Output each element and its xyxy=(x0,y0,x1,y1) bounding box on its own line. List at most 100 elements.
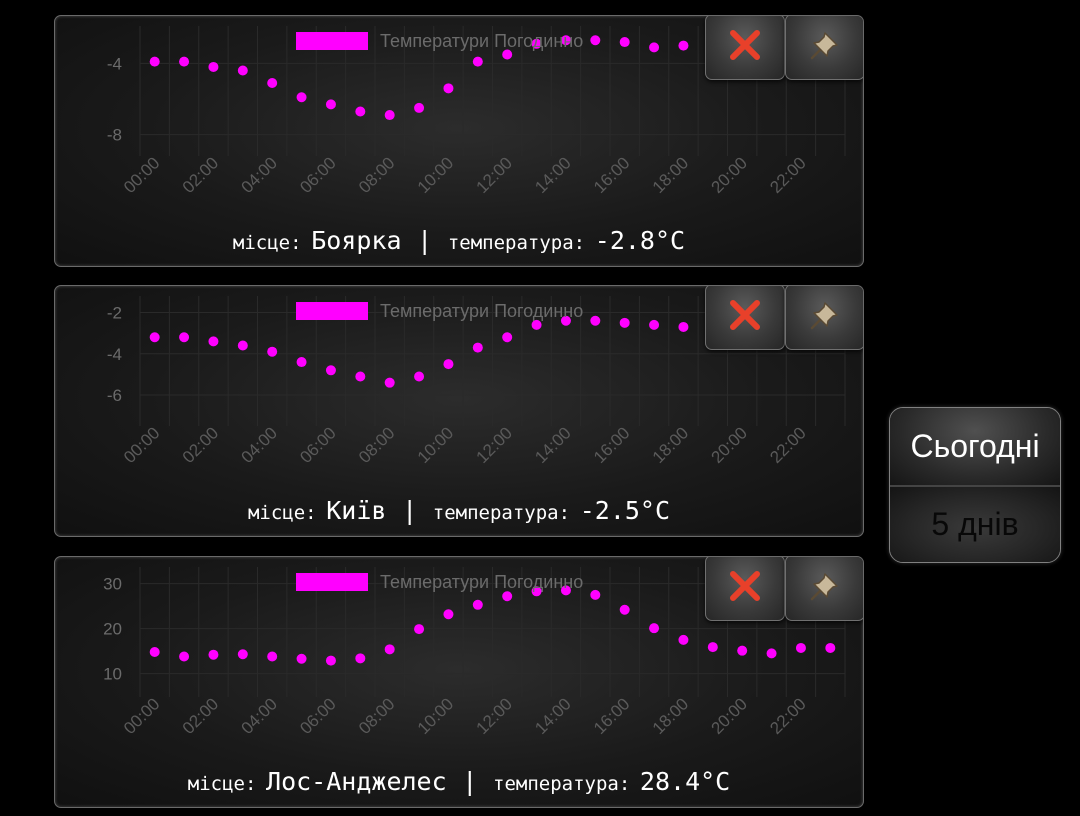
x-tick-label: 00:00 xyxy=(120,694,164,738)
temperature-point[interactable] xyxy=(443,83,454,94)
temperature-point[interactable] xyxy=(590,35,601,46)
temperature-value: 28.4°C xyxy=(639,767,731,796)
temperature-point[interactable] xyxy=(560,585,571,596)
temperature-point[interactable] xyxy=(443,609,454,620)
temperature-point[interactable] xyxy=(296,92,307,103)
temperature-point[interactable] xyxy=(325,655,336,666)
forecast-card: -2 -4 -6 00:00 02:00 04:00 06:00 08:00 10:00 12:0… xyxy=(54,285,864,537)
temperature-point[interactable] xyxy=(149,56,160,67)
temperature-point[interactable] xyxy=(208,649,219,660)
temperature-label: температура: xyxy=(432,502,571,524)
temperature-point[interactable] xyxy=(237,340,248,351)
temperature-point[interactable] xyxy=(649,623,660,634)
temperature-point[interactable] xyxy=(149,332,160,343)
x-tick-label: 18:00 xyxy=(649,153,693,197)
temperature-point[interactable] xyxy=(384,377,395,388)
close-button[interactable] xyxy=(705,286,785,350)
temperature-point[interactable] xyxy=(414,102,425,113)
temperature-point[interactable] xyxy=(267,346,278,357)
temperature-point[interactable] xyxy=(208,61,219,72)
temperature-point[interactable] xyxy=(443,359,454,370)
temperature-point[interactable] xyxy=(414,624,425,635)
temperature-point[interactable] xyxy=(325,365,336,376)
x-tick-label: 14:00 xyxy=(531,694,575,738)
temperature-point[interactable] xyxy=(267,77,278,88)
pin-button[interactable] xyxy=(785,557,863,621)
temperature-point[interactable] xyxy=(355,371,366,382)
place-label: місце: xyxy=(187,773,257,795)
temperature-point[interactable] xyxy=(296,653,307,664)
temperature-point[interactable] xyxy=(384,644,395,655)
temperature-point[interactable] xyxy=(531,319,542,330)
temperature-point[interactable] xyxy=(531,38,542,49)
temperature-point[interactable] xyxy=(619,37,630,48)
x-tick-label: 18:00 xyxy=(649,694,693,738)
place-label: місце: xyxy=(247,502,317,524)
legend-swatch[interactable] xyxy=(296,573,368,591)
y-tick-label: -6 xyxy=(107,386,122,405)
temperature-point[interactable] xyxy=(502,49,513,60)
pushpin-icon xyxy=(807,27,843,68)
temperature-point[interactable] xyxy=(414,371,425,382)
temperature-point[interactable] xyxy=(237,649,248,660)
y-tick-label: 20 xyxy=(103,620,122,639)
temperature-point[interactable] xyxy=(649,42,660,53)
temperature-point[interactable] xyxy=(325,99,336,110)
close-button[interactable] xyxy=(705,557,785,621)
forecast-card: -4 -8 00:00 02:00 04:00 06:00 08:00 10:00 12:00 1… xyxy=(54,15,864,267)
temperature-point[interactable] xyxy=(179,332,190,343)
temperature-point[interactable] xyxy=(355,653,366,664)
temperature-point[interactable] xyxy=(678,40,689,51)
temperature-label: температура: xyxy=(493,773,631,795)
temperature-point[interactable] xyxy=(472,599,483,610)
pin-button[interactable] xyxy=(785,16,863,80)
legend-swatch[interactable] xyxy=(296,302,368,320)
temperature-point[interactable] xyxy=(678,634,689,645)
temperature-point[interactable] xyxy=(795,642,806,653)
pin-button[interactable] xyxy=(785,286,863,350)
temperature-point[interactable] xyxy=(678,321,689,332)
temperature-point[interactable] xyxy=(355,106,366,117)
temperature-point[interactable] xyxy=(737,645,748,656)
temperature-point[interactable] xyxy=(296,357,307,368)
temperature-point[interactable] xyxy=(179,651,190,662)
temperature-point[interactable] xyxy=(707,642,718,653)
caption-separator: | xyxy=(417,226,433,255)
legend-swatch[interactable] xyxy=(296,32,368,50)
temperature-point[interactable] xyxy=(208,336,219,347)
caption-separator: | xyxy=(402,496,418,525)
temperature-point[interactable] xyxy=(267,651,278,662)
temperature-point[interactable] xyxy=(472,56,483,67)
temperature-point[interactable] xyxy=(384,110,395,121)
x-tick-label: 22:00 xyxy=(766,423,810,467)
pushpin-icon xyxy=(807,297,843,338)
x-tick-label: 10:00 xyxy=(414,153,458,197)
temperature-point[interactable] xyxy=(149,647,160,658)
temperature-point[interactable] xyxy=(619,317,630,328)
temperature-point[interactable] xyxy=(237,65,248,76)
view-toggle: Сьогодні 5 днів xyxy=(889,407,1061,563)
x-tick-label: 06:00 xyxy=(296,694,340,738)
temperature-point[interactable] xyxy=(649,319,660,330)
x-tick-label: 04:00 xyxy=(237,694,281,738)
temperature-point[interactable] xyxy=(619,604,630,615)
today-button[interactable]: Сьогодні xyxy=(890,408,1060,488)
five-days-button[interactable]: 5 днів xyxy=(890,487,1060,562)
caption-separator: | xyxy=(462,767,478,796)
temperature-point[interactable] xyxy=(590,315,601,326)
temperature-point[interactable] xyxy=(472,342,483,353)
close-button[interactable] xyxy=(705,16,785,80)
close-x-icon xyxy=(727,297,763,338)
temperature-point[interactable] xyxy=(766,648,777,659)
temperature-point[interactable] xyxy=(502,332,513,343)
temperature-point[interactable] xyxy=(560,35,571,46)
x-tick-label: 22:00 xyxy=(766,153,810,197)
temperature-point[interactable] xyxy=(531,586,542,597)
x-tick-label: 20:00 xyxy=(707,423,751,467)
temperature-point[interactable] xyxy=(590,589,601,600)
temperature-point[interactable] xyxy=(502,591,513,602)
temperature-point[interactable] xyxy=(560,315,571,326)
temperature-point[interactable] xyxy=(825,642,836,653)
place-name: Київ xyxy=(326,496,387,525)
temperature-point[interactable] xyxy=(179,56,190,67)
